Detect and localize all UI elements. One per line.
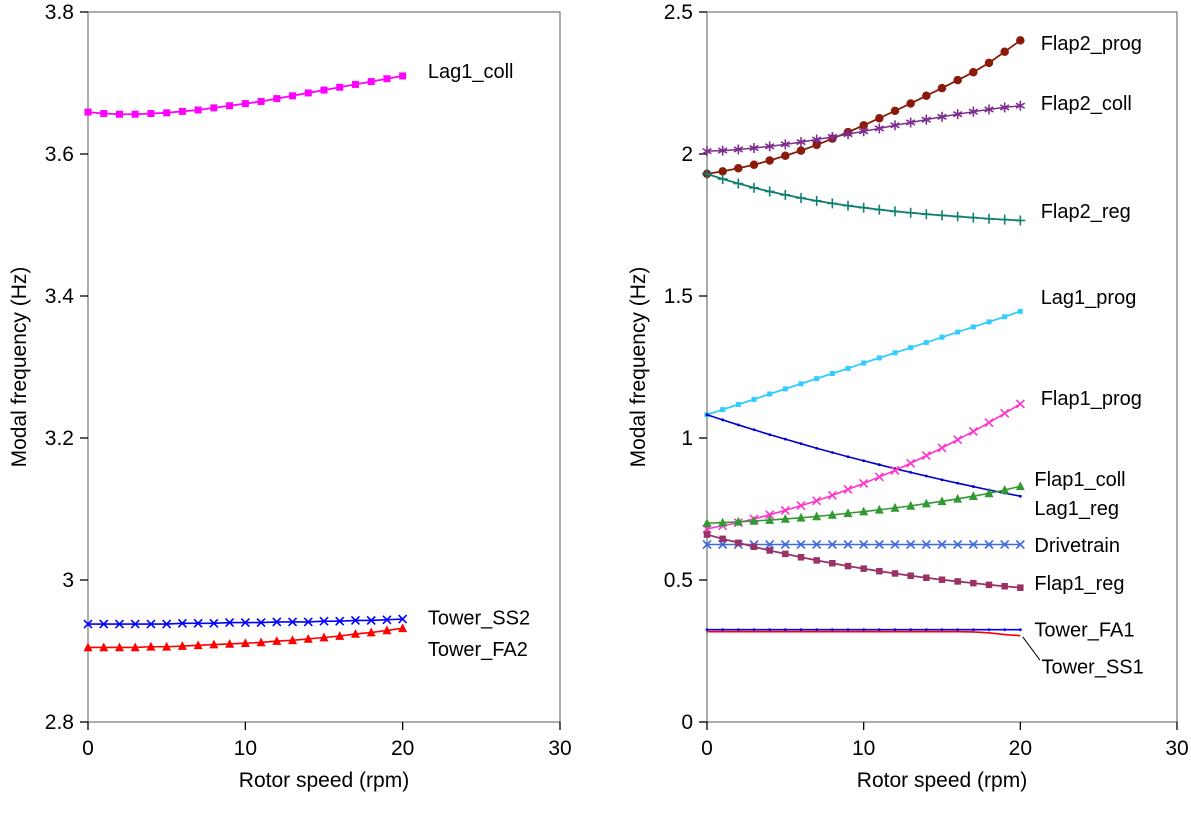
x-tick-label: 10 [852, 737, 875, 760]
x-tick-label: 10 [234, 737, 257, 760]
series-label-Flap1_prog: Flap1_prog [1041, 388, 1142, 410]
y-tick-label: 3.4 [45, 285, 75, 308]
y-tick-label: 3.8 [45, 1, 74, 24]
series-label-Tower_SS1: Tower_SS1 [1041, 657, 1143, 679]
plot-border [87, 11, 561, 723]
series-Flap1_coll: Flap1_coll [702, 469, 1126, 528]
x-tick-label: 20 [1009, 737, 1032, 760]
series-Flap2_reg: Flap2_reg [702, 168, 1131, 226]
y-tick-label: 0.5 [664, 569, 693, 592]
x-tick-label: 20 [391, 737, 414, 760]
series-label-Flap1_reg: Flap1_reg [1034, 573, 1124, 595]
y-tick-label: 3.6 [45, 143, 74, 166]
y-axis-title: Modal frequency (Hz) [8, 267, 31, 468]
series-Flap1_reg: Flap1_reg [703, 531, 1124, 595]
series-Tower_SS1: Tower_SS1 [707, 630, 1144, 679]
series-label-Drivetrain: Drivetrain [1034, 535, 1120, 557]
series-label-Tower_FA2: Tower_FA2 [428, 639, 528, 661]
series-label-Lag1_coll: Lag1_coll [428, 61, 514, 83]
series-label-Lag1_prog: Lag1_prog [1041, 287, 1137, 309]
y-tick-label: 1.5 [664, 285, 693, 308]
series-Lag1_prog: Lag1_prog [704, 287, 1137, 418]
chart-right-modal-frequency: 0 0.5 1 1.5 2 2.5 0 10 20 30 Flap2_prog Flap2_coll F… [595, 0, 1191, 813]
series-label-Tower_SS2: Tower_SS2 [428, 608, 530, 630]
plot-area-right: 0 0.5 1 1.5 2 2.5 0 10 20 30 Flap2_prog Flap2_coll F… [664, 1, 1189, 760]
chart-left-canvas: 2.8 3 3.2 3.4 3.6 3.8 0 10 20 30 Lag1_coll Tower_SS… [0, 0, 595, 813]
x-axis-title: Rotor speed (rpm) [239, 769, 409, 792]
chart-left-modal-frequency: 2.8 3 3.2 3.4 3.6 3.8 0 10 20 30 Lag1_coll Tower_SS… [0, 0, 595, 813]
y-tick-label: 0 [681, 711, 693, 734]
series-label-Flap2_reg: Flap2_reg [1041, 201, 1131, 223]
plot-area-left: 2.8 3 3.2 3.4 3.6 3.8 0 10 20 30 Lag1_coll Tower_SS… [45, 1, 572, 760]
y-tick-label: 2.5 [664, 1, 693, 24]
series-Tower_SS2: Tower_SS2 [83, 608, 530, 630]
y-tick-label: 1 [681, 427, 693, 450]
y-axis-title: Modal frequency (Hz) [627, 267, 650, 468]
series-label-Flap2_prog: Flap2_prog [1041, 33, 1142, 55]
label-leader-line [1022, 636, 1041, 661]
y-tick-label: 3.2 [45, 427, 74, 450]
series-label-Tower_FA1: Tower_FA1 [1034, 619, 1134, 641]
chart-right-canvas: 0 0.5 1 1.5 2 2.5 0 10 20 30 Flap2_prog Flap2_coll F… [595, 0, 1191, 813]
series-label-Flap2_coll: Flap2_coll [1041, 93, 1132, 115]
plot-border [706, 11, 1178, 723]
series-Lag1_reg: Lag1_reg [705, 413, 1119, 520]
x-tick-label: 30 [548, 737, 571, 760]
x-tick-label: 0 [82, 737, 94, 760]
series-Tower_FA1: Tower_FA1 [705, 619, 1134, 641]
y-tick-label: 2 [681, 143, 693, 166]
series-label-Lag1_reg: Lag1_reg [1034, 498, 1119, 520]
y-tick-label: 3 [62, 569, 74, 592]
x-axis-title: Rotor speed (rpm) [857, 769, 1027, 792]
y-tick-label: 2.8 [45, 711, 74, 734]
series-Tower_FA2: Tower_FA2 [83, 623, 528, 661]
series-Flap2_coll: Flap2_coll [702, 93, 1132, 157]
series-Drivetrain: Drivetrain [702, 535, 1120, 557]
x-tick-label: 30 [1165, 737, 1188, 760]
x-tick-label: 0 [701, 737, 713, 760]
series-label-Flap1_coll: Flap1_coll [1034, 469, 1125, 491]
series-Lag1_coll: Lag1_coll [84, 61, 514, 118]
